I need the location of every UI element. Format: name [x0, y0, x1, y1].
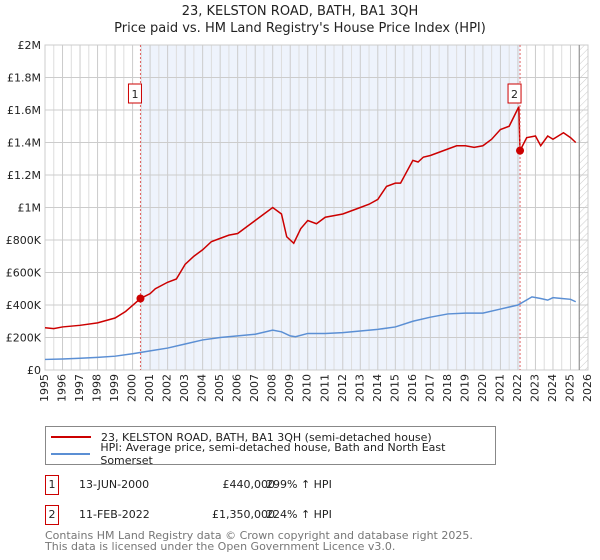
marker-badge: 1 — [45, 475, 59, 495]
x-tick-label: 2010 — [301, 374, 314, 402]
x-tick-label: 2020 — [476, 374, 489, 402]
y-tick-label: £1.4M — [7, 137, 41, 150]
price-chart: 1 2 1995 1996 1997 1998 1999 2000 2001 2002 2003 20… — [6, 39, 594, 402]
x-tick-label: 1999 — [108, 374, 121, 402]
x-tick-label: 2014 — [371, 374, 384, 402]
y-tick-label: £600K — [6, 267, 42, 280]
x-tick-label: 1997 — [73, 374, 86, 402]
y-tick-label: £800K — [6, 234, 42, 247]
x-tick-label: 2007 — [248, 374, 261, 402]
y-tick-label: £1.6M — [7, 104, 41, 117]
legend-swatch — [51, 436, 91, 438]
x-tick-label: 2011 — [318, 374, 331, 402]
x-tick-label: 2002 — [161, 374, 174, 402]
transaction-date: 11-FEB-2022 — [79, 508, 150, 521]
x-tick-label: 1996 — [56, 374, 69, 402]
footer-licence: This data is licensed under the Open Gov… — [45, 540, 396, 553]
y-tick-label: £400K — [6, 299, 42, 312]
marker-box — [127, 83, 142, 104]
transaction-row: 2 11-FEB-2022 £1,350,000 224% ↑ HPI — [45, 505, 545, 525]
hpi-line — [44, 296, 577, 361]
marker-label: 2 — [511, 88, 518, 101]
x-tick-label: 2023 — [528, 374, 541, 402]
x-tick-label: 2006 — [231, 374, 244, 402]
chart-legend: 23, KELSTON ROAD, BATH, BA1 3QH (semi-de… — [45, 426, 496, 467]
x-tick-label: 2012 — [336, 374, 349, 402]
chart-title: 23, KELSTON ROAD, BATH, BA1 3QH — [181, 4, 419, 19]
transaction-row: 1 13-JUN-2000 £440,000 299% ↑ HPI — [45, 475, 545, 495]
marker-badge: 2 — [45, 505, 59, 525]
x-tick-label: 2026 — [581, 374, 594, 402]
x-tick-label: 2008 — [266, 374, 279, 402]
legend-swatch — [51, 453, 91, 455]
footer: Contains HM Land Registry data © Crown c… — [45, 530, 473, 552]
x-tick-label: 2017 — [423, 374, 436, 402]
transaction-hpi: 224% ↑ HPI — [266, 508, 332, 521]
transaction-price: £440,000 — [222, 478, 276, 491]
transaction-price: £1,350,000 — [212, 508, 275, 521]
x-tick-label: 2001 — [143, 374, 156, 402]
y-tick-label: £2M — [18, 39, 42, 52]
legend-label: HPI: Average price, semi-detached house,… — [100, 441, 446, 467]
sale-point — [516, 146, 525, 155]
chart-subtitle: Price paid vs. HM Land Registry's House … — [114, 21, 486, 36]
x-tick-label: 2016 — [406, 374, 419, 402]
x-tick-label: 2000 — [126, 374, 139, 402]
x-tick-label: 2025 — [563, 374, 576, 402]
marker-box — [507, 83, 522, 104]
transaction-hpi: 299% ↑ HPI — [266, 478, 332, 491]
footer-copyright: Contains HM Land Registry data © Crown c… — [45, 529, 473, 542]
legend-label: 23, KELSTON ROAD, BATH, BA1 3QH (semi-de… — [101, 430, 432, 444]
x-tick-label: 2024 — [546, 374, 559, 402]
y-tick-label: £1.8M — [7, 72, 41, 85]
marker-label: 1 — [131, 88, 138, 101]
x-tick-label: 2018 — [441, 374, 454, 402]
x-tick-label: 2019 — [458, 374, 471, 402]
x-tick-label: 2013 — [353, 374, 366, 402]
x-tick-label: 2003 — [178, 374, 191, 402]
y-tick-label: £1M — [18, 202, 42, 215]
legend-item-hpi: HPI: Average price, semi-detached house,… — [51, 441, 495, 467]
property-price-line — [44, 106, 577, 330]
y-tick-label: £1.2M — [7, 169, 41, 182]
plot-border — [44, 44, 589, 371]
legend-item-property: 23, KELSTON ROAD, BATH, BA1 3QH (semi-de… — [51, 429, 432, 445]
x-tick-label: 2004 — [196, 374, 209, 402]
sale-point — [136, 294, 145, 303]
x-tick-label: 2015 — [388, 374, 401, 402]
x-tick-label: 2009 — [283, 374, 296, 402]
transaction-date: 13-JUN-2000 — [79, 478, 150, 491]
x-tick-label: 2022 — [511, 374, 524, 402]
x-tick-label: 1995 — [38, 374, 51, 402]
x-tick-label: 1998 — [91, 374, 104, 402]
x-tick-label: 2021 — [493, 374, 506, 402]
x-tick-label: 2005 — [213, 374, 226, 402]
y-tick-label: £200K — [6, 332, 42, 345]
y-tick-label: £0 — [27, 364, 41, 377]
